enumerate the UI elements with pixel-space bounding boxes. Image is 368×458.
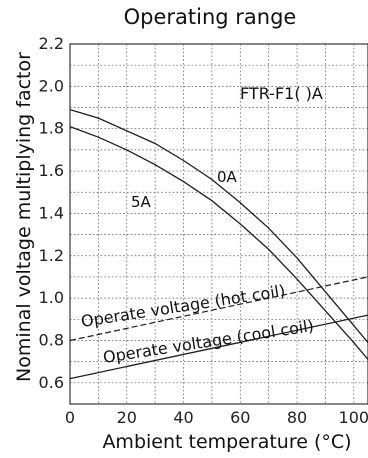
series-label-0a: 0A xyxy=(217,168,238,186)
model-label: FTR-F1( )A xyxy=(240,84,323,103)
y-axis-label: Nominal voltage multiplying factor xyxy=(13,52,35,382)
y-tick-labels: 0.6 0.8 1.0 1.2 1.4 1.6 1.8 2.0 2.2 xyxy=(39,34,64,392)
series-line-operate-voltage-hot-coil xyxy=(69,276,368,342)
x-tick-label: 100 xyxy=(339,408,368,427)
y-tick-label: 1.2 xyxy=(39,246,64,265)
x-tick-label: 60 xyxy=(230,408,250,427)
x-tick-label: 80 xyxy=(287,408,307,427)
series-label-cool-coil: Operate voltage (cool coil) xyxy=(102,316,315,367)
y-tick-label: 2.2 xyxy=(39,34,64,53)
y-tick-label: 1.8 xyxy=(39,119,64,138)
y-tick-label: 1.6 xyxy=(39,161,64,180)
y-tick-label: 1.4 xyxy=(39,203,64,222)
x-tick-label: 0 xyxy=(65,408,75,427)
chart-title: Operating range xyxy=(124,5,297,29)
series-label-5a: 5A xyxy=(131,193,152,211)
x-tick-label: 40 xyxy=(173,408,193,427)
y-tick-label: 2.0 xyxy=(39,76,64,95)
plot-frame xyxy=(69,43,368,405)
y-tick-label: 0.6 xyxy=(39,373,64,392)
y-tick-label: 0.8 xyxy=(39,330,64,349)
series-line-0a xyxy=(69,108,368,344)
series-line-5a xyxy=(69,125,368,360)
series-label-hot-coil: Operate voltage (hot coil) xyxy=(80,281,287,331)
x-tick-label: 20 xyxy=(117,408,137,427)
series-line-operate-voltage-cool-coil xyxy=(69,314,368,380)
x-axis-label: Ambient temperature (°C) xyxy=(102,431,351,453)
series-layer xyxy=(69,108,368,380)
grid xyxy=(70,44,368,404)
y-tick-label: 1.0 xyxy=(39,288,64,307)
x-tick-labels: 0 20 40 60 80 100 xyxy=(65,408,368,427)
